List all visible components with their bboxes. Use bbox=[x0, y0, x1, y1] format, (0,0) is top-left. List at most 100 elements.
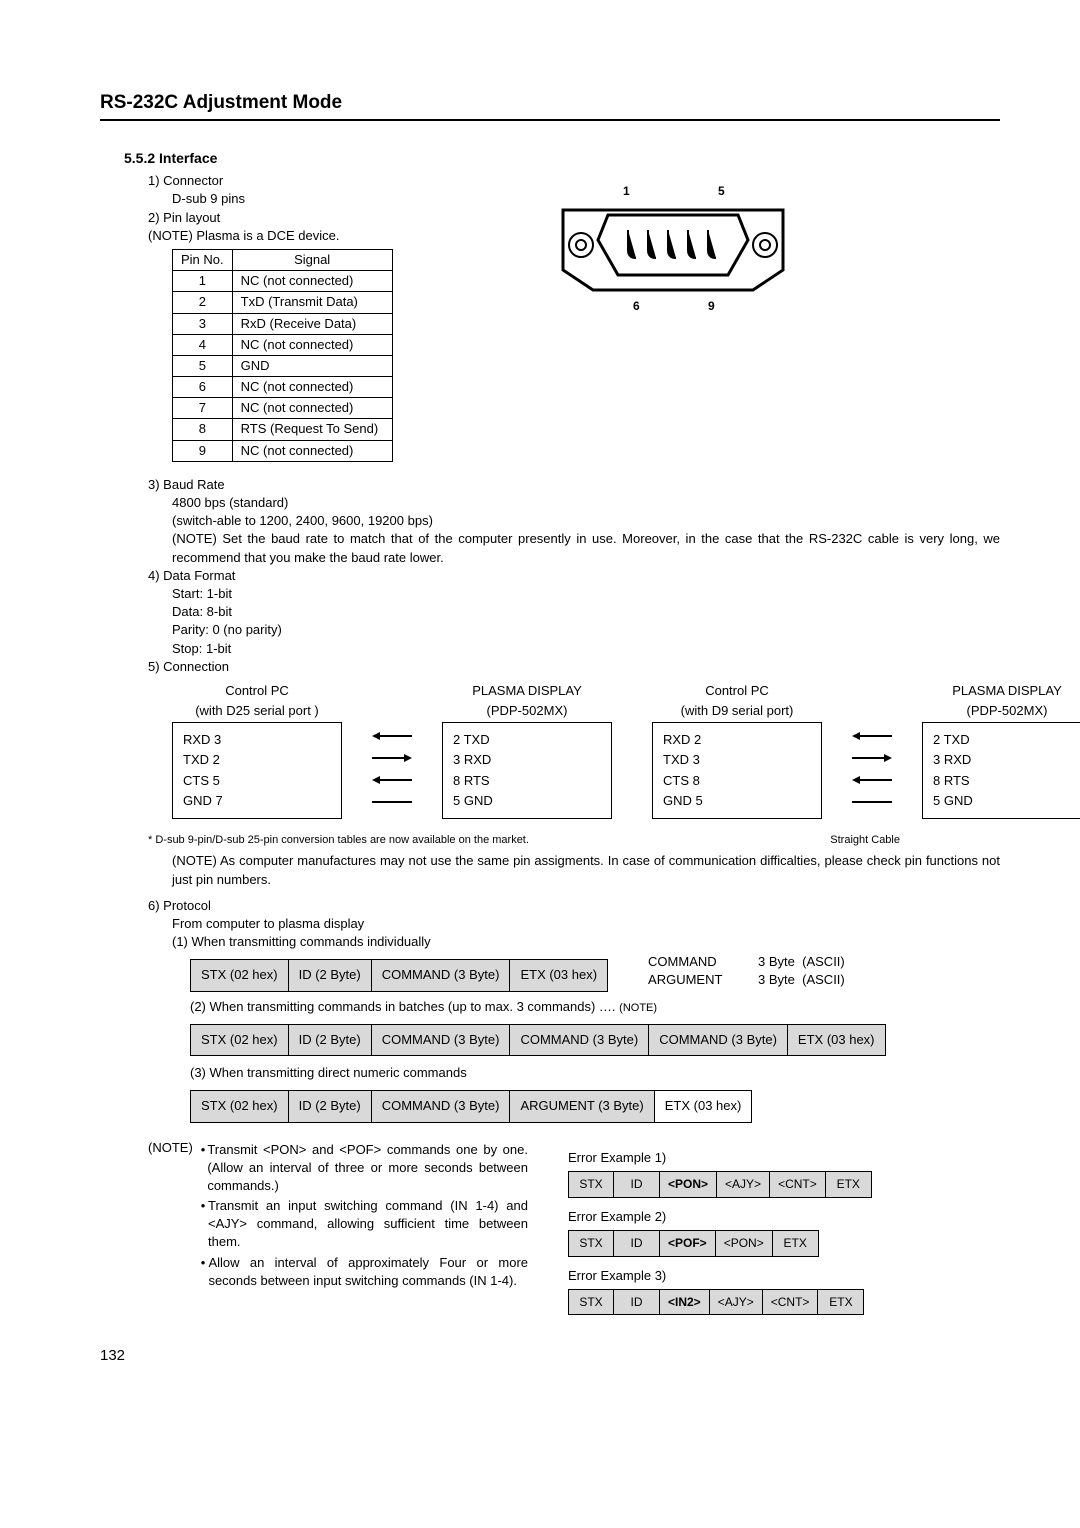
item-pinlayout: 2) Pin layout bbox=[148, 209, 393, 227]
cell-etx: ETX (03 hex) bbox=[510, 959, 608, 991]
arrow-block-2 bbox=[852, 682, 892, 821]
cell-etx-white: ETX (03 hex) bbox=[655, 1090, 753, 1122]
pin-cell: RxD (Receive Data) bbox=[232, 313, 392, 334]
baud-b: (switch-able to 1200, 2400, 9600, 19200 … bbox=[172, 512, 1000, 530]
pd-top2: PLASMA DISPLAY bbox=[922, 682, 1080, 700]
sig: CTS 5 bbox=[183, 772, 220, 790]
cell-id: ID (2 Byte) bbox=[289, 1024, 372, 1056]
item-baud: 3) Baud Rate bbox=[148, 476, 1000, 494]
proto-a: From computer to plasma display bbox=[172, 915, 1000, 933]
proto-row-3: STX (02 hex) ID (2 Byte) COMMAND (3 Byte… bbox=[190, 1090, 1000, 1122]
cell-etx: ETX (03 hex) bbox=[788, 1024, 886, 1056]
side-cmdb: 3 Byte bbox=[758, 954, 795, 969]
proto-row-1: STX (02 hex) ID (2 Byte) COMMAND (3 Byte… bbox=[190, 959, 608, 991]
pin-cell: NC (not connected) bbox=[232, 377, 392, 398]
err-cell: <AJY> bbox=[710, 1289, 763, 1316]
err-cell: <IN2> bbox=[660, 1289, 710, 1316]
cell-cmd: COMMAND (3 Byte) bbox=[372, 1024, 511, 1056]
pin-table: Pin No.Signal 1NC (not connected) 2TxD (… bbox=[172, 249, 393, 462]
dsub-connector-diagram: 1 5 6 9 bbox=[553, 180, 793, 325]
side-argc: (ASCII) bbox=[802, 972, 845, 987]
item-protocol: 6) Protocol bbox=[148, 897, 1000, 915]
err-cell: ETX bbox=[818, 1289, 864, 1316]
err-cell: ETX bbox=[826, 1171, 872, 1198]
page-title: RS-232C Adjustment Mode bbox=[100, 90, 1000, 117]
item-connection: 5) Connection bbox=[148, 658, 1000, 676]
arrow-block bbox=[372, 682, 412, 821]
sig: 8 RTS bbox=[453, 772, 490, 790]
df-data: Data: 8-bit bbox=[172, 603, 1000, 621]
side-cmd: COMMAND bbox=[648, 953, 758, 971]
error-examples: Error Example 1) STX ID <PON> <AJY> <CNT… bbox=[568, 1149, 872, 1326]
err-cell: STX bbox=[568, 1289, 614, 1316]
baud-note: (NOTE) Set the baud rate to match that o… bbox=[172, 530, 1000, 566]
note-b2: Transmit an input switching command (IN … bbox=[208, 1197, 528, 1252]
proto-c-note: (NOTE) bbox=[619, 1002, 657, 1014]
df-stop: Stop: 1-bit bbox=[172, 640, 1000, 658]
pin-cell: GND bbox=[232, 355, 392, 376]
pd-bot: (PDP-502MX) bbox=[442, 702, 612, 720]
pin-cell: 5 bbox=[173, 355, 233, 376]
pd-bot2: (PDP-502MX) bbox=[922, 702, 1080, 720]
sig: GND 7 bbox=[183, 792, 223, 810]
conn-label-1: 1 bbox=[623, 184, 630, 198]
err-cell: <PON> bbox=[660, 1171, 717, 1198]
pin-cell: 9 bbox=[173, 440, 233, 461]
note-head: (NOTE) bbox=[148, 1139, 193, 1293]
sig: 3 RXD bbox=[453, 751, 491, 769]
sig: GND 5 bbox=[663, 792, 703, 810]
note-b3: Allow an interval of approximately Four … bbox=[208, 1254, 528, 1290]
sig: TXD 2 bbox=[183, 751, 220, 769]
connection-diagram: Control PC (with D25 serial port ) RXD 3… bbox=[172, 682, 1000, 821]
cell-stx: STX (02 hex) bbox=[190, 1024, 289, 1056]
err-title-3: Error Example 3) bbox=[568, 1267, 872, 1285]
interface-row: 1) Connector D-sub 9 pins 2) Pin layout … bbox=[100, 172, 1000, 462]
err-cell: <CNT> bbox=[763, 1289, 819, 1316]
pc25-top: Control PC bbox=[172, 682, 342, 700]
proto-c: (2) When transmitting commands in batche… bbox=[190, 999, 616, 1014]
err-cell: ID bbox=[614, 1230, 660, 1257]
pin-cell: TxD (Transmit Data) bbox=[232, 292, 392, 313]
err-title-1: Error Example 1) bbox=[568, 1149, 872, 1167]
conn-box-pc25: RXD 3 TXD 2 CTS 5 GND 7 bbox=[172, 722, 342, 819]
pc25-bot: (with D25 serial port ) bbox=[172, 702, 342, 720]
err-cell: ID bbox=[614, 1171, 660, 1198]
side-cmdc: (ASCII) bbox=[802, 954, 845, 969]
pc9-top: Control PC bbox=[652, 682, 822, 700]
conn-box-pc9: RXD 2 TXD 3 CTS 8 GND 5 bbox=[652, 722, 822, 819]
pin-cell: RTS (Request To Send) bbox=[232, 419, 392, 440]
section-head: 5.5.2 Interface bbox=[124, 149, 1000, 169]
err-cell: ETX bbox=[773, 1230, 819, 1257]
df-parity: Parity: 0 (no parity) bbox=[172, 621, 1000, 639]
side-arg: ARGUMENT bbox=[648, 971, 758, 989]
pin-cell: NC (not connected) bbox=[232, 440, 392, 461]
item-dataformat: 4) Data Format bbox=[148, 567, 1000, 585]
cell-cmd: COMMAND (3 Byte) bbox=[510, 1024, 649, 1056]
pinlayout-note: (NOTE) Plasma is a DCE device. bbox=[148, 227, 393, 245]
baud-a: 4800 bps (standard) bbox=[172, 494, 1000, 512]
pin-cell: 2 bbox=[173, 292, 233, 313]
sig: 5 GND bbox=[933, 792, 973, 810]
sig: 8 RTS bbox=[933, 772, 970, 790]
err-cell: STX bbox=[568, 1230, 614, 1257]
cell-stx: STX (02 hex) bbox=[190, 1090, 289, 1122]
pin-cell: 4 bbox=[173, 334, 233, 355]
cell-stx: STX (02 hex) bbox=[190, 959, 289, 991]
conn-footnote: * D-sub 9-pin/D-sub 25-pin conversion ta… bbox=[148, 833, 529, 848]
pin-cell: 1 bbox=[173, 271, 233, 292]
err-cell: <AJY> bbox=[717, 1171, 770, 1198]
pin-cell: NC (not connected) bbox=[232, 398, 392, 419]
conn-label-6: 6 bbox=[633, 299, 640, 313]
sig: 3 RXD bbox=[933, 751, 971, 769]
page-number: 132 bbox=[100, 1345, 1000, 1366]
item-connector-b: D-sub 9 pins bbox=[172, 190, 393, 208]
err-cell: <CNT> bbox=[770, 1171, 826, 1198]
sig: 2 TXD bbox=[453, 731, 490, 749]
conn-box-pd2: 2 TXD 3 RXD 8 RTS 5 GND bbox=[922, 722, 1080, 819]
item-connector: 1) Connector bbox=[148, 172, 393, 190]
conn-note: (NOTE) As computer manufactures may not … bbox=[172, 852, 1000, 888]
pin-cell: 6 bbox=[173, 377, 233, 398]
pin-cell: 7 bbox=[173, 398, 233, 419]
sig: RXD 3 bbox=[183, 731, 221, 749]
sig: CTS 8 bbox=[663, 772, 700, 790]
